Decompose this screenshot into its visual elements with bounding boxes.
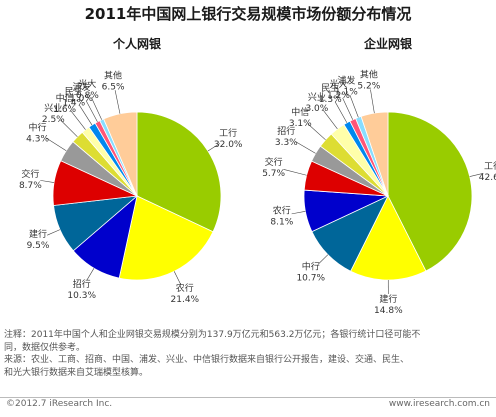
leader-line bbox=[173, 271, 181, 285]
leader-line bbox=[45, 137, 67, 152]
slice-value: 9.5% bbox=[27, 241, 50, 251]
leader-line bbox=[47, 229, 61, 236]
leader-line bbox=[342, 97, 354, 120]
leader-line bbox=[334, 101, 348, 123]
slice-value: 5.7% bbox=[262, 169, 285, 179]
slice-value: 21.4% bbox=[171, 295, 200, 305]
leader-line bbox=[91, 97, 102, 120]
slice-label: 招行 bbox=[73, 278, 91, 290]
slice-label: 中行 bbox=[29, 121, 47, 133]
leader-line bbox=[86, 268, 95, 281]
note-line: 和光大银行数据来自艾瑞模型核算。 bbox=[4, 367, 149, 378]
slice-value: 3.3% bbox=[275, 138, 298, 148]
footer-divider bbox=[0, 397, 496, 398]
slice-label: 其他 bbox=[104, 69, 122, 81]
slice-value: 0.8% bbox=[76, 91, 99, 101]
pie-slice bbox=[136, 111, 222, 233]
slice-value: 42.6% bbox=[479, 173, 496, 183]
leader-line bbox=[40, 180, 55, 183]
chart-title: 2011年中国网上银行交易规模市场份额分布情况 bbox=[84, 5, 412, 23]
slice-label: 浦发 bbox=[337, 75, 355, 87]
leader-line bbox=[283, 169, 307, 176]
slice-label: 工行 bbox=[484, 160, 496, 172]
slice-value: 8.1% bbox=[270, 218, 293, 228]
leader-line bbox=[322, 109, 338, 130]
slice-label: 工行 bbox=[219, 127, 237, 139]
leader-line bbox=[114, 90, 121, 114]
pie-title: 个人网银 bbox=[112, 36, 162, 51]
slice-label: 其他 bbox=[360, 69, 378, 81]
slice-value: 2.5% bbox=[42, 115, 65, 125]
slice-value: 1.0% bbox=[70, 94, 93, 104]
slice-value: 3.1% bbox=[289, 119, 312, 129]
pie-charts: 个人网银工行32.0%农行21.4%招行10.3%建行9.5%交行8.7%中行4… bbox=[19, 36, 496, 316]
slice-label: 民生 bbox=[321, 82, 339, 94]
copyright: ©2012.7 iResearch Inc. bbox=[6, 399, 113, 409]
footer: ©2012.7 iResearch Inc. www.iresearch.com… bbox=[6, 399, 490, 409]
note-line: 同，数据仅供参考。 bbox=[4, 342, 86, 353]
slice-value: 32.0% bbox=[214, 140, 243, 150]
slice-value: 10.3% bbox=[67, 291, 96, 301]
slice-value: 5.2% bbox=[357, 82, 380, 92]
slice-label: 农行 bbox=[273, 205, 291, 217]
slice-value: 4.3% bbox=[26, 134, 49, 144]
slice-label: 交行 bbox=[265, 156, 283, 168]
pie-1: 企业网银工行42.6%建行14.8%中行10.7%农行8.1%交行5.7%招行3… bbox=[262, 36, 496, 316]
note-line: 注释：2011年中国个人和企业网银交易规模分别为137.9万亿元和563.2万亿… bbox=[4, 330, 421, 340]
slice-label: 兴业 bbox=[44, 103, 62, 114]
slice-value: 1.2% bbox=[327, 91, 350, 101]
leader-line bbox=[370, 89, 375, 114]
slice-value: 14.8% bbox=[374, 306, 403, 316]
slice-value: 3.0% bbox=[305, 104, 328, 114]
pie-slice bbox=[103, 111, 138, 197]
slice-label: 建行 bbox=[29, 228, 47, 240]
slice-value: 1.3% bbox=[319, 95, 342, 105]
leader-line bbox=[307, 123, 326, 141]
leader-line bbox=[85, 100, 98, 123]
leader-line bbox=[291, 211, 306, 215]
leader-line bbox=[349, 94, 359, 118]
leader-line bbox=[469, 172, 484, 177]
leader-line bbox=[294, 140, 316, 154]
slice-value: 10.7% bbox=[296, 273, 325, 283]
leader-line bbox=[70, 110, 86, 130]
slice-label: 农行 bbox=[176, 282, 194, 294]
slice-label: 光大 bbox=[329, 78, 347, 90]
slice-label: 中信 bbox=[291, 106, 309, 118]
slice-value: 6.5% bbox=[102, 82, 125, 92]
slice-value: 1.4% bbox=[62, 98, 85, 108]
slice-label: 交行 bbox=[21, 168, 39, 180]
leader-line bbox=[78, 104, 93, 126]
slice-label: 中行 bbox=[302, 260, 320, 272]
slice-label: 中信 bbox=[56, 92, 74, 104]
slice-label: 招行 bbox=[277, 125, 295, 137]
slice-value: 1.6% bbox=[53, 105, 76, 115]
pie-slice bbox=[118, 195, 214, 281]
slice-value: 8.7% bbox=[19, 181, 42, 191]
slice-label: 建行 bbox=[379, 293, 397, 305]
site-url: www.iresearch.com.cn bbox=[388, 399, 490, 409]
slice-label: 兴业 bbox=[308, 92, 326, 103]
pie-title: 企业网银 bbox=[363, 36, 413, 51]
pie-slice bbox=[350, 195, 427, 281]
note-line: 来源：农业、工商、招商、中国、浦发、兴业、中信银行数据来自银行公开报告，建设、交… bbox=[4, 355, 410, 365]
slice-value: 1.1% bbox=[335, 88, 358, 98]
notes: 注释：2011年中国个人和企业网银交易规模分别为137.9万亿元和563.2万亿… bbox=[4, 329, 492, 379]
leader-line bbox=[317, 254, 329, 265]
slice-label: 光大 bbox=[78, 78, 96, 90]
slice-label: 民生 bbox=[65, 85, 83, 97]
slice-label: 浦发 bbox=[72, 81, 90, 93]
leader-line bbox=[60, 119, 78, 138]
pie-slice bbox=[387, 111, 473, 272]
leader-line bbox=[207, 143, 220, 152]
